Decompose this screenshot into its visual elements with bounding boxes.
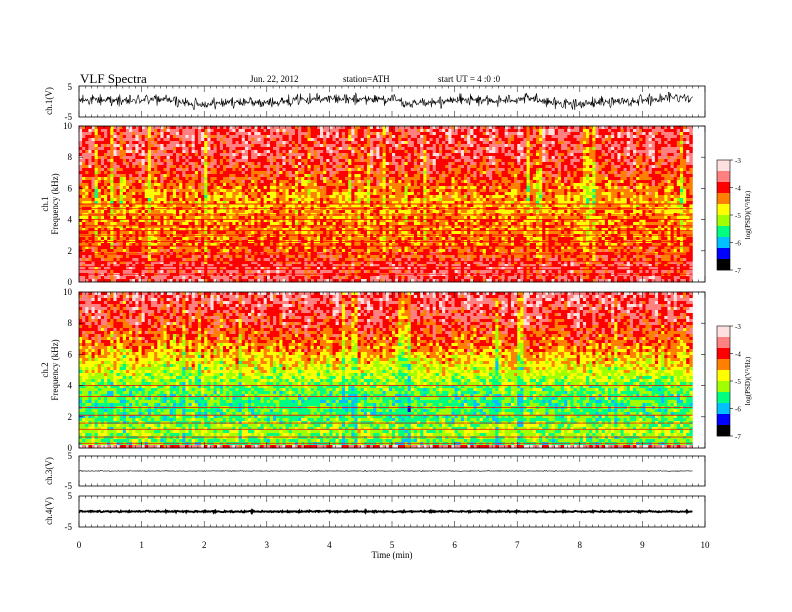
ch3-ylabel: ch.3(V) [44, 457, 54, 485]
time-tick-3: 3 [265, 540, 270, 550]
cbar1-tick-1: -4 [735, 185, 741, 193]
spec1-ytick-3: 6 [68, 183, 73, 193]
cbar2-tick-2: -5 [735, 378, 741, 386]
ch1-spectrogram-image [79, 126, 693, 283]
time-tick-1: 1 [139, 540, 144, 550]
ch3-waveform-line [78, 470, 693, 472]
spec1-ytick-5: 10 [63, 121, 73, 131]
ch1-spectrogram-panel: 0 2 4 6 8 10 ch.1 Frequency (kHz) [40, 121, 706, 287]
cbar1-tick-0: -3 [735, 157, 741, 165]
ch1-colorbar: -3 -4 -5 -6 -7 log(PSD)(V²/Hz) [716, 157, 752, 275]
ch1-spectro-channel-label: ch.1 [40, 196, 50, 211]
ch1-colorbar-label: log(PSD)(V²/Hz) [744, 190, 752, 239]
spec1-ytick-0: 0 [68, 277, 73, 287]
cbar1-tick-4: -7 [735, 267, 741, 275]
cbar2-tick-3: -6 [735, 406, 741, 414]
time-tick-8: 8 [578, 540, 583, 550]
spec2-ytick-5: 10 [63, 287, 73, 297]
ch1-waveform-line [78, 91, 693, 111]
cbar1-tick-2: -5 [735, 212, 741, 220]
spec1-ytick-4: 8 [68, 152, 73, 162]
start-time-label: start UT = 4 :0 :0 [438, 74, 501, 84]
ch3-waveform-panel: 5 -5 ch.3(V) [44, 451, 706, 491]
time-axis-ticks: 0 1 2 3 4 5 6 7 8 9 10 [77, 540, 710, 550]
cbar2-tick-1: -4 [735, 351, 741, 359]
time-axis-label: Time (min) [372, 550, 413, 560]
station-label: station=ATH [343, 74, 390, 84]
ch1-waveform-panel: 5 -5 ch.1(V) [44, 82, 706, 122]
cbar2-tick-4: -7 [735, 433, 741, 441]
cbar2-tick-0: -3 [735, 323, 741, 331]
ch1-frequency-label: Frequency (kHz) [50, 173, 60, 234]
spec2-ytick-1: 2 [68, 412, 73, 422]
time-tick-9: 9 [640, 540, 645, 550]
time-tick-2: 2 [202, 540, 207, 550]
spec1-ytick-2: 4 [68, 215, 73, 225]
time-tick-7: 7 [515, 540, 520, 550]
time-tick-5: 5 [390, 540, 395, 550]
spec1-ytick-1: 2 [68, 246, 73, 256]
ch1-ytick-top: 5 [68, 82, 73, 92]
ch2-colorbar-label: log(PSD)(V²/Hz) [744, 356, 752, 405]
ch1-ylabel: ch.1(V) [44, 87, 54, 115]
ch4-ylabel: ch.4(V) [44, 497, 54, 525]
spec2-ytick-3: 6 [68, 349, 73, 359]
ch2-spectrogram-panel: 0 2 4 6 8 10 ch.2 Frequency (kHz) [40, 287, 706, 453]
ch1-ytick-bottom: -5 [65, 112, 73, 122]
spec2-ytick-2: 4 [68, 381, 73, 391]
date-label: Jun. 22, 2012 [250, 74, 299, 84]
spec2-ytick-0: 0 [68, 443, 73, 453]
ch3-ytick-bottom: -5 [65, 481, 73, 491]
time-tick-10: 10 [701, 540, 711, 550]
ch4-ytick-top: 5 [68, 491, 73, 501]
ch4-waveform-line [78, 507, 693, 516]
ch4-waveform-panel: 5 -5 ch.4(V) [44, 491, 706, 532]
spec2-ytick-4: 8 [68, 318, 73, 328]
ch2-colorbar: -3 -4 -5 -6 -7 log(PSD)(V²/Hz) [716, 323, 752, 441]
time-tick-4: 4 [327, 540, 332, 550]
ch2-spectro-channel-label: ch.2 [40, 362, 50, 377]
figure-title: VLF Spectra [80, 71, 147, 86]
ch3-ytick-top: 5 [68, 451, 73, 461]
ch2-frequency-label: Frequency (kHz) [50, 339, 60, 400]
ch2-spectrogram-image [79, 292, 693, 449]
cbar1-tick-3: -6 [735, 240, 741, 248]
time-tick-0: 0 [77, 540, 82, 550]
time-tick-6: 6 [452, 540, 457, 550]
ch4-ytick-bottom: -5 [65, 522, 73, 532]
